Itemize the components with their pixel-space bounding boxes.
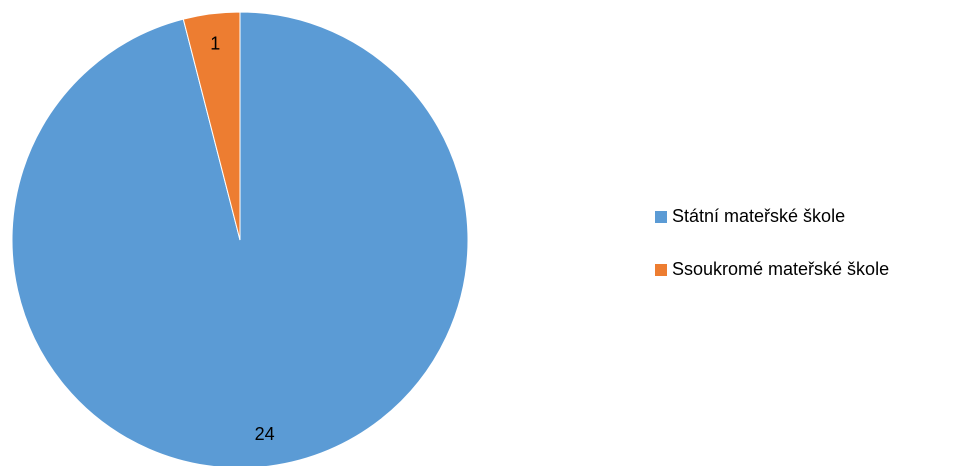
- data-label: 1: [210, 33, 220, 53]
- data-label: 24: [255, 424, 275, 444]
- legend-swatch: [655, 264, 667, 276]
- legend-label: Ssoukromé mateřské škole: [672, 259, 889, 279]
- legend-swatch: [655, 211, 667, 223]
- legend-label: Státní mateřské škole: [672, 206, 845, 226]
- pie-slice: [11, 11, 469, 466]
- pie-slice: [182, 11, 241, 241]
